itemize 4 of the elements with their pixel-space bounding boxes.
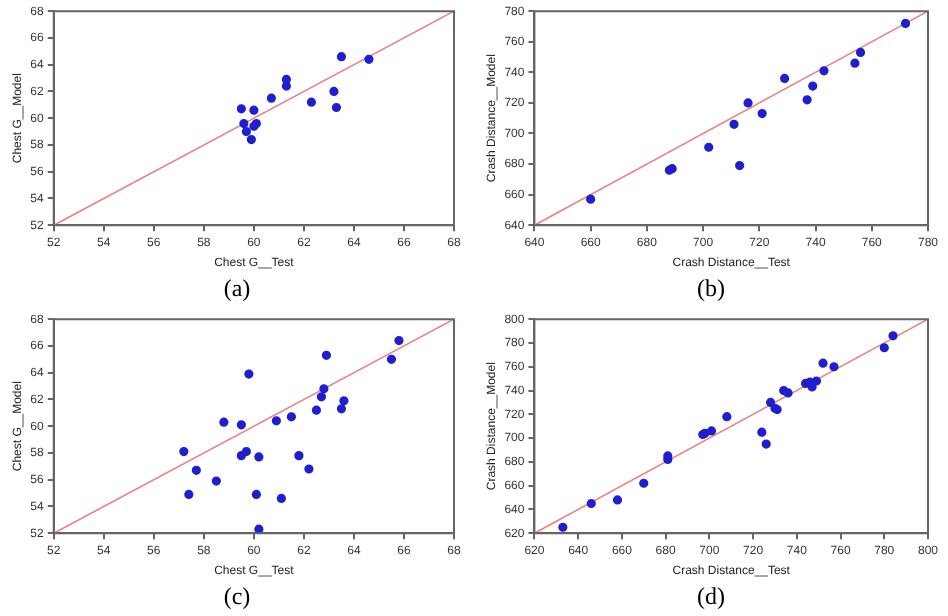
text: (a)	[221, 274, 253, 302]
text: (d)	[695, 582, 727, 610]
text: (c)	[221, 582, 253, 610]
text: (b)	[695, 274, 727, 302]
